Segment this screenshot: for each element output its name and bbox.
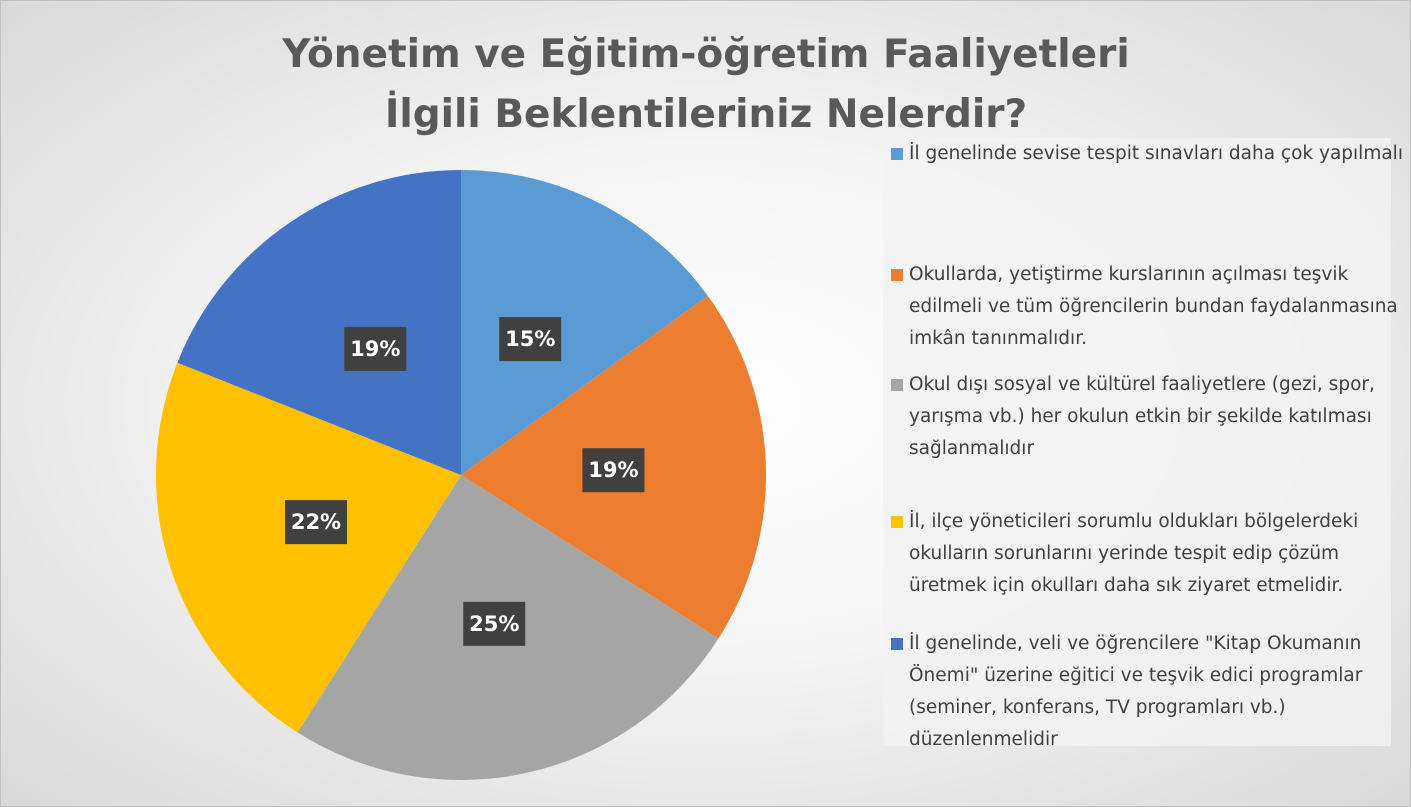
legend-label: Okullarda, yetiştirme kurslarının açılma… [909, 264, 1398, 349]
legend-label: Okul dışı sosyal ve kültürel faaliyetler… [909, 374, 1375, 459]
data-label: 25% [469, 612, 519, 636]
legend: İl genelinde sevise tespit sınavları dah… [883, 138, 1403, 750]
legend-swatch [891, 516, 903, 528]
data-label: 19% [350, 337, 400, 361]
legend-label: İl genelinde sevise tespit sınavları dah… [909, 143, 1403, 164]
data-label: 15% [505, 327, 555, 351]
legend-label: İl, ilçe yöneticileri sorumlu oldukları … [909, 511, 1359, 596]
legend-swatch [891, 269, 903, 281]
legend-swatch [891, 638, 903, 650]
pie-slice [461, 170, 708, 475]
data-label: 22% [291, 510, 341, 534]
data-label-box [582, 448, 645, 493]
pie-slice [177, 170, 462, 475]
legend-label: İl genelinde, veli ve öğrencilere "Kitap… [909, 633, 1363, 750]
data-label-box [463, 601, 526, 646]
legend-item: İl, ilçe yöneticileri sorumlu oldukları … [891, 506, 1404, 602]
legend-item: Okullarda, yetiştirme kurslarının açılma… [891, 259, 1404, 355]
legend-item: Okul dışı sosyal ve kültürel faaliyetler… [891, 369, 1404, 465]
data-label-box [344, 326, 407, 371]
data-label: 19% [588, 458, 638, 482]
chart-title: Yönetim ve Eğitim-öğretim Faaliyetleri İ… [282, 32, 1130, 137]
data-label-box [284, 500, 347, 545]
legend-swatch [891, 379, 903, 391]
data-label-box [499, 317, 562, 362]
pie-slice [156, 362, 462, 733]
legend-item: İl genelinde sevise tespit sınavları dah… [891, 138, 1404, 170]
legend-swatch [891, 148, 903, 160]
legend-item: İl genelinde, veli ve öğrencilere "Kitap… [891, 628, 1404, 756]
